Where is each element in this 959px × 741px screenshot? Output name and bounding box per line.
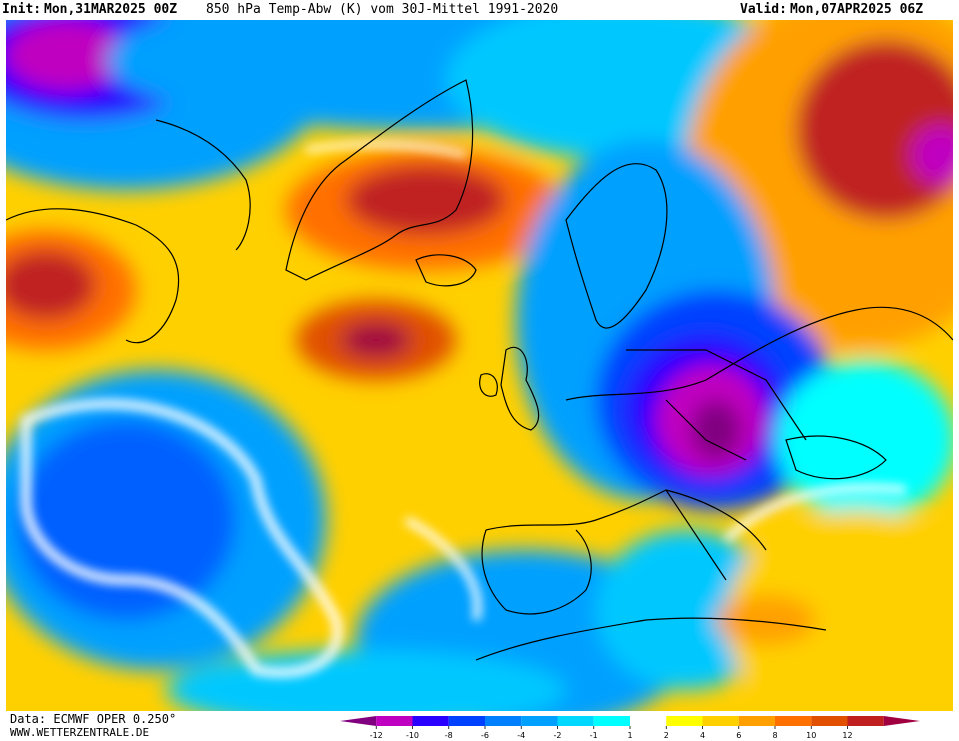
- legend-swatch: [883, 716, 920, 726]
- valid-label: Valid:: [740, 2, 787, 17]
- legend-tick-label: -4: [517, 731, 525, 740]
- legend-swatch: [847, 716, 884, 726]
- data-source-label: Data: ECMWF OPER 0.250°: [10, 712, 177, 726]
- legend-swatch: [485, 716, 522, 726]
- legend-tick-label: 10: [806, 731, 816, 740]
- legend-swatch: [775, 716, 812, 726]
- legend-tick-label: -10: [406, 731, 419, 740]
- legend-tick-label: -8: [445, 731, 453, 740]
- legend-swatch: [666, 716, 703, 726]
- init-value: Mon,31MAR2025 00Z: [44, 2, 178, 17]
- legend-swatch: [376, 716, 413, 726]
- legend-tick-label: 8: [772, 731, 777, 740]
- legend-swatch: [448, 716, 485, 726]
- white-bands: [21, 141, 907, 678]
- legend-swatch: [738, 716, 775, 726]
- coastlines: [6, 79, 953, 661]
- legend-swatch: [630, 716, 667, 726]
- legend-swatch: [340, 716, 377, 726]
- legend-tick-label: -2: [554, 731, 562, 740]
- legend-swatch: [412, 716, 449, 726]
- anomaly-map: [6, 20, 953, 711]
- legend-swatch: [557, 716, 594, 726]
- legend-tick-label: 2: [664, 731, 669, 740]
- map-title: 850 hPa Temp-Abw (K) vom 30J-Mittel 1991…: [206, 2, 559, 17]
- legend-swatch: [521, 716, 558, 726]
- legend-tick-label: 4: [700, 731, 705, 740]
- legend-tick-label: -6: [481, 731, 489, 740]
- init-label: Init:: [2, 2, 42, 17]
- legend-swatch: [811, 716, 848, 726]
- legend-tick-label: 1: [627, 731, 632, 740]
- color-legend: -12 -10 -8 -6 -4 -2 -1 1 2 4 6 8 10 12: [340, 716, 920, 740]
- legend-swatch: [702, 716, 739, 726]
- legend-tick-label: 6: [736, 731, 741, 740]
- website-label: WWW.WETTERZENTRALE.DE: [10, 726, 150, 739]
- legend-tick-label: -1: [590, 731, 598, 740]
- legend-tick-label: 12: [842, 731, 852, 740]
- legend-tick-label: -12: [370, 731, 383, 740]
- legend-swatch: [593, 716, 630, 726]
- valid-value: Mon,07APR2025 06Z: [790, 2, 924, 17]
- anomaly-field: [6, 20, 953, 711]
- map-header: Init: Mon,31MAR2025 00Z 850 hPa Temp-Abw…: [0, 0, 959, 20]
- anomaly-blobs: [6, 20, 953, 711]
